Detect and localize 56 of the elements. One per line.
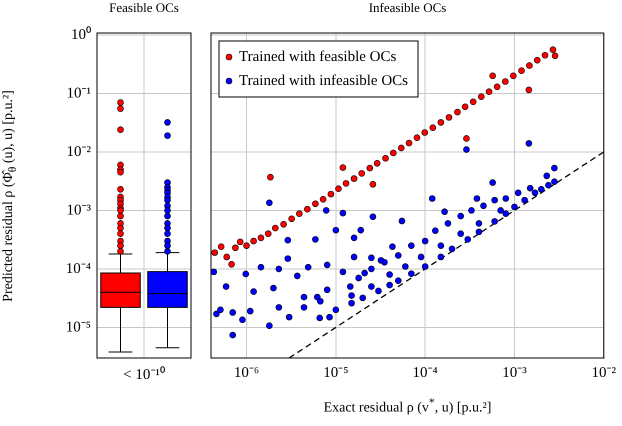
point	[250, 238, 257, 244]
y-tick-label: 10⁻¹	[66, 85, 91, 102]
legend-label: Trained with feasible OCs	[239, 48, 397, 65]
point	[534, 56, 541, 64]
point	[264, 230, 272, 238]
point	[280, 220, 287, 228]
point	[304, 206, 311, 212]
point	[258, 234, 264, 242]
y-tick-label: 10⁻⁵	[66, 319, 91, 336]
point	[454, 108, 461, 116]
point	[414, 134, 420, 142]
point	[406, 140, 412, 146]
point	[510, 72, 517, 80]
point	[438, 119, 444, 126]
point	[350, 175, 358, 182]
point	[335, 185, 342, 192]
x-tick-label: 10⁻⁴	[412, 364, 438, 381]
x-tick-label: 10⁻⁶	[234, 364, 260, 381]
point	[328, 190, 334, 198]
y-tick-label: 10⁰	[71, 26, 91, 43]
point	[398, 144, 405, 152]
x-axis-title: Exact residual ρ (v$^{*}$, u) [p.u.²]	[322, 396, 492, 417]
point	[382, 154, 389, 162]
point	[358, 170, 366, 177]
point	[526, 62, 533, 69]
y-tick-label: 10⁻³	[66, 202, 92, 218]
point	[462, 104, 468, 110]
point	[486, 88, 492, 96]
x-tick-label: < 10⁻¹⁰	[123, 366, 165, 383]
point	[421, 129, 428, 136]
chart-title: Infeasible OCs	[368, 0, 448, 16]
point	[390, 150, 397, 156]
point	[542, 52, 548, 59]
point	[272, 224, 279, 232]
point	[288, 215, 295, 222]
point	[550, 46, 556, 53]
y-tick-label: 10⁻⁴	[66, 260, 91, 277]
x-tick-label: 10⁻⁵	[323, 364, 348, 381]
point	[494, 83, 500, 90]
legend-label: Trained with infeasible OCs	[239, 72, 408, 89]
point	[502, 78, 509, 85]
x-tick-label: 10⁻²	[592, 364, 616, 381]
chart-title: Feasible OCs	[108, 0, 180, 16]
point	[430, 124, 436, 131]
point	[470, 98, 476, 106]
point	[374, 160, 380, 167]
point	[478, 93, 485, 100]
x-tick-label: 10⁻³	[502, 364, 528, 381]
point	[366, 164, 374, 172]
y-tick-label: 10⁻²	[66, 144, 92, 160]
point	[296, 210, 303, 217]
point	[320, 196, 326, 203]
point	[518, 67, 525, 74]
point	[312, 200, 319, 208]
point	[446, 114, 452, 121]
point	[342, 180, 350, 187]
